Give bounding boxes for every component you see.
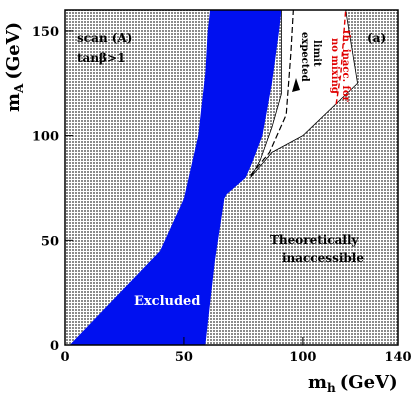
y-tick-label: 100 — [32, 130, 59, 145]
expected-label-2: limit — [311, 40, 322, 67]
th-inacc-label-1: th. inacc. for — [340, 30, 351, 103]
panel-label: (a) — [367, 31, 386, 45]
scan-label: scan (A) — [77, 31, 132, 45]
x-tick-label: 100 — [289, 350, 316, 365]
expected-limit-arrow — [292, 78, 300, 92]
theoretically-label: Theoretically — [270, 233, 360, 247]
expected-limit-curve — [250, 9, 294, 176]
y-tick-label: 150 — [32, 25, 59, 40]
tanbeta-label: tanβ>1 — [77, 51, 125, 65]
excluded-region — [69, 10, 282, 345]
expected-label-1: expected — [299, 32, 310, 82]
x-tick-label: 50 — [175, 350, 193, 365]
x-tick-label: 0 — [60, 350, 69, 365]
th-inacc-label-2: no mixing — [329, 38, 340, 94]
y-axis-title: mA(GeV) — [3, 22, 26, 112]
x-axis-subscript: h — [327, 381, 336, 395]
plot-frame — [64, 9, 399, 346]
x-axis-title: mh (GeV) — [308, 372, 398, 395]
excluded-label: Excluded — [134, 294, 200, 309]
y-axis: 0 50 100 150 — [32, 25, 73, 354]
x-axis: 0 50 100 140 — [60, 337, 412, 365]
inaccessible-label: inaccessible — [282, 251, 364, 265]
y-tick-label: 50 — [41, 234, 59, 249]
x-tick-label: 140 — [384, 350, 411, 365]
y-tick-label: 0 — [50, 339, 59, 354]
